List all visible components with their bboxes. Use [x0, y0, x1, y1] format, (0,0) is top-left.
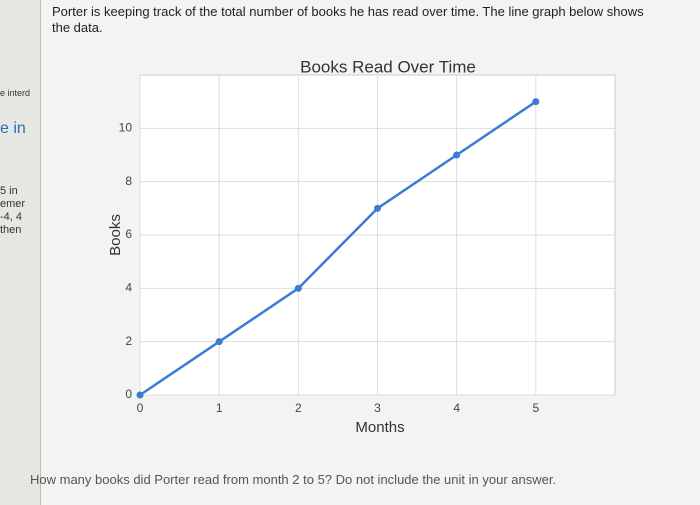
y-tick-label: 6 — [125, 227, 132, 241]
chart-title: Books Read Over Time — [300, 57, 476, 76]
sidebar-text: emer — [0, 198, 26, 210]
sidebar-text: 5 in — [0, 185, 18, 197]
y-tick-label: 8 — [125, 174, 132, 188]
sidebar: e interd e in 5 in emer -4, 4 then — [0, 0, 41, 505]
prompt: Porter is keeping track of the total num… — [52, 4, 644, 35]
y-tick-label: 4 — [125, 281, 132, 295]
x-tick-label: 3 — [374, 401, 381, 415]
y-tick-label: 10 — [119, 121, 133, 135]
data-point — [374, 204, 381, 212]
sidebar-text: then — [0, 224, 22, 236]
data-point — [453, 151, 461, 159]
x-tick-label: 0 — [137, 401, 144, 415]
data-point — [136, 391, 144, 399]
data-point — [294, 284, 302, 292]
sidebar-text: e interd — [0, 88, 31, 98]
sidebar-text: -4, 4 — [0, 211, 23, 223]
y-tick-label: 0 — [125, 387, 132, 401]
data-line — [139, 100, 537, 397]
y-axis-label: Books — [107, 214, 124, 256]
data-point — [532, 98, 540, 106]
data-point — [215, 338, 223, 346]
sidebar-text: e in — [0, 120, 26, 137]
x-tick-label: 4 — [453, 401, 460, 415]
x-tick-label: 2 — [295, 401, 302, 415]
chart: Books Read Over Time Months Books 0 2 4 6 8 1… — [107, 57, 616, 436]
x-tick-label: 1 — [216, 401, 223, 415]
question: How many books did Porter read from mont… — [30, 472, 557, 487]
x-axis-label: Months — [355, 419, 404, 436]
y-tick-label: 2 — [125, 334, 132, 348]
x-tick-label: 5 — [532, 401, 539, 415]
